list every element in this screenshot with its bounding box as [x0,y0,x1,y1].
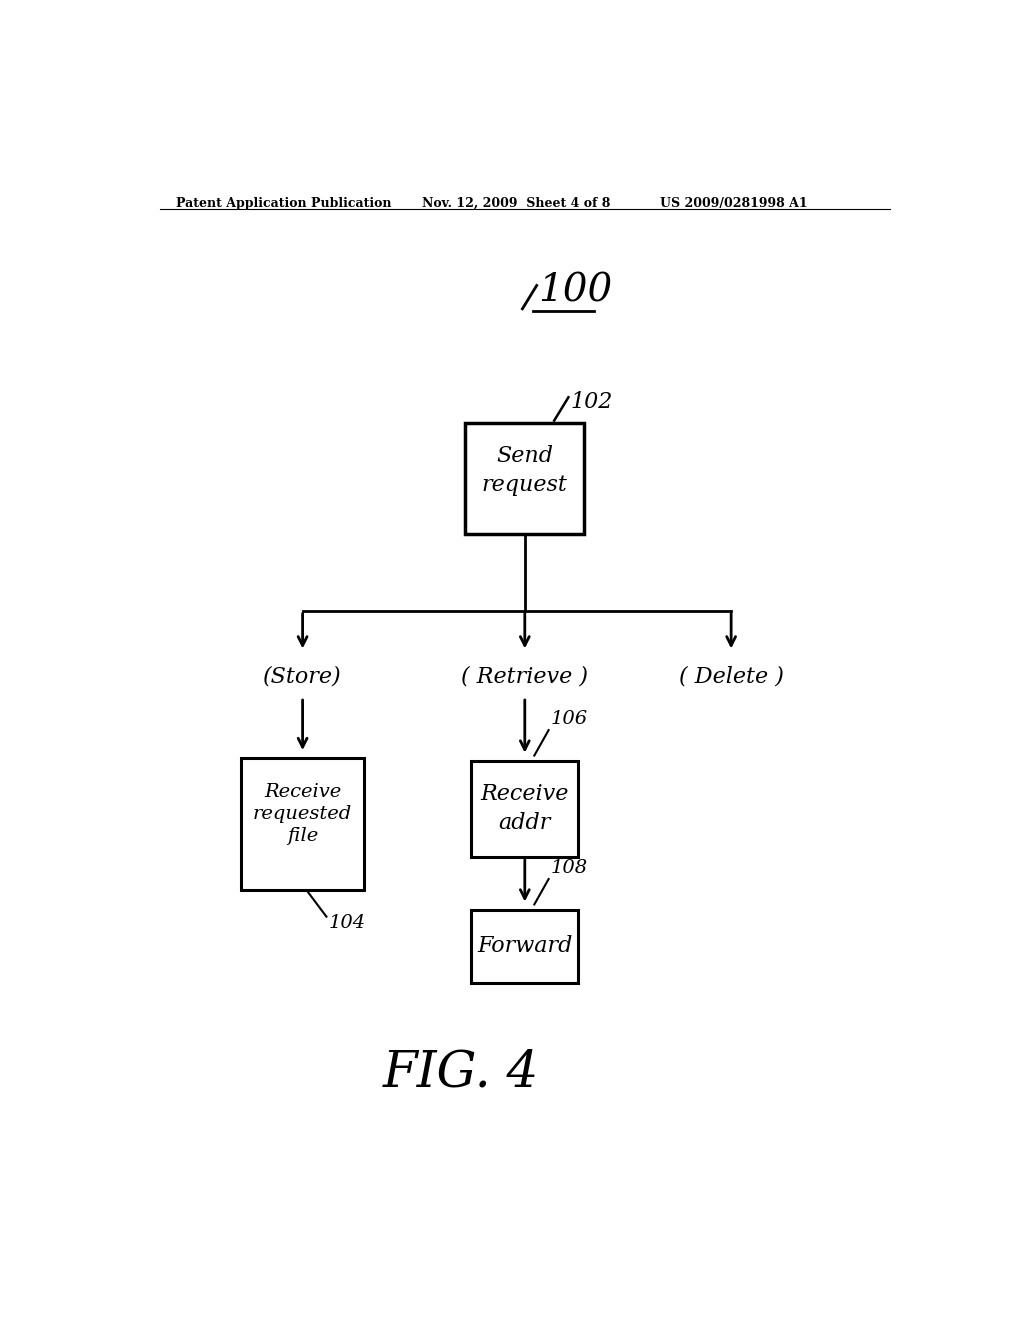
Text: 102: 102 [570,391,612,413]
Bar [465,422,585,535]
Text: Send
request: Send request [482,445,567,496]
Text: ( Delete ): ( Delete ) [679,665,783,688]
Text: 104: 104 [329,913,366,932]
Text: 100: 100 [539,272,612,309]
Text: FIG. 4: FIG. 4 [383,1048,540,1098]
Text: 108: 108 [551,859,588,876]
Text: Patent Application Publication: Patent Application Publication [176,197,391,210]
Text: Nov. 12, 2009  Sheet 4 of 8: Nov. 12, 2009 Sheet 4 of 8 [422,197,610,210]
Text: Receive
addr: Receive addr [480,784,569,834]
Bar [241,758,365,890]
Text: (Store): (Store) [263,665,342,688]
Bar [471,909,579,982]
Text: Forward: Forward [477,935,572,957]
Text: US 2009/0281998 A1: US 2009/0281998 A1 [659,197,807,210]
Text: Receive
requested
file: Receive requested file [253,783,352,845]
Text: 106: 106 [551,710,588,729]
Bar [471,760,579,857]
Text: ( Retrieve ): ( Retrieve ) [461,665,589,688]
